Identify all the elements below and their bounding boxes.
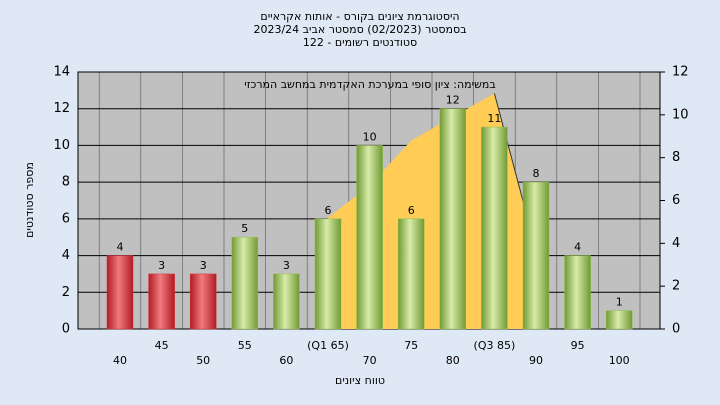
x-tick-label: 95 — [571, 339, 585, 352]
bar — [564, 255, 591, 330]
bar — [106, 255, 134, 330]
data-label: 8 — [533, 167, 540, 180]
data-label: 6 — [325, 204, 332, 217]
bar — [397, 218, 425, 330]
y-tick-label: 4 — [62, 248, 70, 263]
x-tick-label: 50 — [196, 354, 210, 367]
x-tick-label: 40 — [113, 354, 127, 367]
bar — [273, 273, 300, 330]
x-tick-label: 60 — [279, 354, 293, 367]
x-tick-label: 100 — [609, 354, 630, 367]
y2-tick-label: 2 — [672, 279, 680, 294]
y-tick-label: 12 — [53, 101, 70, 116]
x-tick-label: 75 — [404, 339, 418, 352]
bar — [314, 218, 342, 330]
y-axis-label: מספר סטודנטים — [23, 162, 36, 238]
data-label: 4 — [117, 241, 124, 254]
data-label: 3 — [200, 259, 207, 272]
bar — [148, 273, 175, 330]
y2-tick-label: 0 — [672, 322, 680, 337]
data-label: 1 — [616, 296, 623, 309]
chart-subtitle: סטודנטים רשומים - 122 — [303, 36, 417, 49]
y2-tick-label: 10 — [672, 107, 689, 122]
y-tick-label: 2 — [62, 285, 70, 300]
chart-subtitle: בסמסטר (02/2023) סמסטר אביב 2023/24 — [253, 23, 466, 36]
y2-tick-label: 8 — [672, 150, 680, 165]
bar — [189, 273, 217, 330]
y-tick-label: 14 — [53, 65, 70, 80]
y2-tick-label: 12 — [672, 65, 689, 80]
bar — [481, 126, 508, 330]
bar — [356, 145, 383, 330]
y-tick-label: 8 — [62, 175, 70, 190]
x-tick-label: 80 — [446, 354, 460, 367]
y-tick-label: 10 — [53, 138, 70, 153]
data-label: 5 — [241, 222, 248, 235]
y-tick-label: 6 — [62, 211, 70, 226]
x-axis-label: טווח ציונים — [335, 374, 385, 387]
bar — [439, 108, 467, 330]
chart-title: היסטוגרמת ציונים בקורס - אותות אקראיים — [260, 10, 459, 23]
bar — [522, 181, 550, 330]
bar — [231, 236, 259, 330]
y2-tick-label: 6 — [672, 193, 680, 208]
bar — [605, 310, 633, 330]
data-label: 3 — [283, 259, 290, 272]
data-label: 12 — [446, 94, 460, 107]
y2-tick-label: 4 — [672, 236, 680, 251]
data-label: 11 — [487, 112, 501, 125]
data-label: 4 — [574, 241, 581, 254]
x-tick-label: 55 — [238, 339, 252, 352]
y-tick-label: 0 — [62, 322, 70, 337]
x-tick-label: 70 — [363, 354, 377, 367]
data-label: 10 — [363, 130, 377, 143]
x-tick-label: 45 — [155, 339, 169, 352]
x-tick-label: (Q1 65) — [307, 339, 349, 352]
x-tick-label: (Q3 85) — [474, 339, 516, 352]
x-tick-label: 90 — [529, 354, 543, 367]
data-label: 6 — [408, 204, 415, 217]
data-label: 3 — [158, 259, 165, 272]
annotation: במשימה: ציון סופי במערכת האקדמית במחשב ה… — [244, 78, 495, 91]
